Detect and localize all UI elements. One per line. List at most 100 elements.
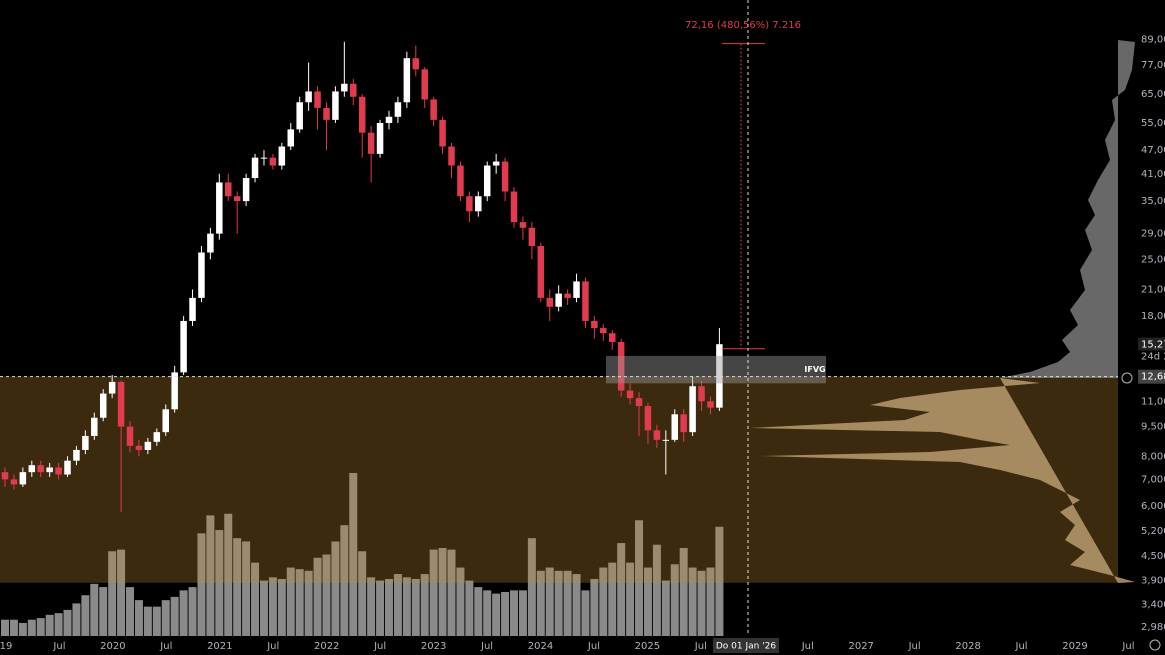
x-tick-label: 2029 [1062, 641, 1087, 652]
candle-body [403, 58, 411, 103]
candle-body [608, 333, 616, 342]
candle-body [555, 293, 562, 307]
x-tick-label: 2027 [848, 641, 873, 652]
y-tick-label: 2,980 [1141, 622, 1165, 633]
candle-body [260, 157, 268, 159]
volume-bar [152, 606, 161, 636]
candle-body [635, 398, 643, 407]
candle-body [28, 465, 36, 473]
candle-body [394, 102, 402, 117]
candle-body [350, 83, 357, 97]
candle-body [108, 381, 116, 394]
volume-bar [652, 544, 661, 636]
x-tick-label: Jul [801, 641, 814, 652]
volume-bar [429, 549, 438, 636]
candle-body [358, 96, 366, 133]
y-tick-label: 89,00 [1141, 35, 1165, 46]
volume-bar [36, 618, 45, 636]
candle-body [1, 472, 9, 480]
volume-bar [108, 551, 117, 636]
candle-body [707, 401, 714, 408]
volume-bar [590, 578, 599, 636]
volume-bar [510, 590, 519, 636]
candle-body [680, 414, 687, 433]
candle-body [269, 157, 277, 166]
candle-body [430, 99, 437, 120]
x-tick-label: Jul [480, 641, 493, 652]
volume-bar [384, 578, 393, 636]
volume-bar [197, 533, 206, 636]
candle-body [162, 409, 169, 433]
volume-bar [331, 541, 340, 636]
candle-body [475, 196, 482, 212]
volume-bar [670, 564, 679, 636]
volume-bar [18, 622, 27, 636]
x-tick-label: Jul [266, 641, 279, 652]
y-tick-label: 41,00 [1141, 169, 1165, 180]
candle-body [492, 161, 500, 166]
candle-body [171, 372, 178, 410]
y-tick-label: 65,00 [1141, 89, 1165, 100]
x-tick-label: 2028 [955, 641, 980, 652]
x-tick-label: 19 [0, 641, 12, 652]
volume-bar [661, 580, 670, 636]
volume-bar [358, 551, 367, 636]
volume-bar [465, 580, 474, 636]
y-tick-label: 3,400 [1141, 599, 1165, 610]
volume-bar [420, 574, 429, 636]
candle-body [626, 390, 634, 399]
volume-bar [402, 577, 411, 636]
volume-bar [438, 547, 447, 636]
y-tick-label: 77,00 [1141, 60, 1165, 71]
candle-body [421, 69, 428, 100]
volume-bar [518, 590, 527, 636]
last-price-label: 15,27 [1141, 340, 1165, 351]
candle-body [323, 107, 330, 120]
candle-body [198, 252, 205, 298]
crosshair-date-box [713, 638, 779, 653]
x-tick-label: Jul [908, 641, 921, 652]
candle-body [189, 297, 196, 321]
volume-bar [54, 613, 63, 636]
candle-body [82, 435, 89, 450]
candle-body [153, 432, 161, 442]
candle-body [55, 467, 62, 475]
candle-body [537, 245, 545, 298]
candle-body [600, 328, 607, 334]
ifvg-box [606, 355, 826, 384]
x-tick-label: Jul [1015, 641, 1028, 652]
volume-bar [635, 520, 644, 636]
volume-bar [242, 541, 251, 636]
volume-bar [27, 619, 36, 636]
candle-body [251, 157, 259, 179]
x-tick-label: 2023 [421, 641, 446, 652]
y-tick-label: 35,00 [1141, 196, 1165, 207]
y-axis: 89,00 77,00 65,00 55,00 47,00 41,00 35,00 29,00… [1138, 35, 1165, 633]
volume-bar [134, 600, 143, 636]
crosshair-add-icon[interactable] [1121, 372, 1133, 384]
volume-bar [643, 567, 652, 636]
volume-bar [179, 590, 188, 636]
volume-bar [63, 609, 72, 636]
candle-body [466, 196, 473, 212]
crosshair-date-label: Do 01 Jan '26 [716, 642, 777, 652]
volume-bar [206, 515, 215, 636]
candle-body [332, 91, 339, 120]
candle-body [617, 341, 625, 391]
settings-icon[interactable] [1149, 639, 1161, 651]
x-tick-label: Jul [1121, 641, 1134, 652]
volume-bar [90, 583, 99, 636]
volume-bar [295, 569, 304, 636]
volume-bar [554, 570, 563, 636]
volume-bar [72, 603, 81, 636]
y-tick-label: 11,00 [1141, 396, 1165, 407]
candle-body [528, 227, 536, 246]
candle-body [10, 479, 18, 485]
volume-bar [572, 574, 581, 636]
volume-bar [99, 587, 108, 636]
candle-body [225, 182, 232, 197]
volume-bar [313, 557, 322, 636]
x-tick-label: 2025 [635, 641, 660, 652]
volume-bar [626, 562, 635, 636]
volume-bar [340, 525, 349, 636]
